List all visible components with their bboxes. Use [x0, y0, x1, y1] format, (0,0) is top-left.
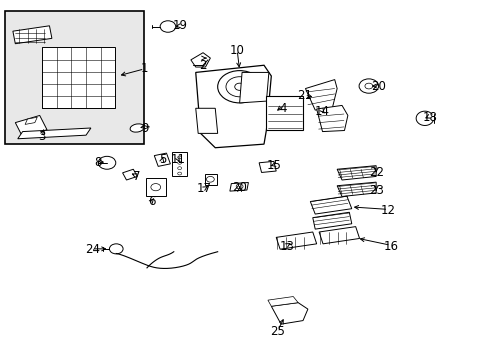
Polygon shape [259, 161, 276, 172]
Text: 23: 23 [368, 184, 383, 197]
Text: 4: 4 [279, 102, 286, 115]
Polygon shape [310, 196, 351, 214]
Bar [266, 96, 303, 130]
Circle shape [109, 244, 123, 254]
Circle shape [234, 83, 244, 90]
Polygon shape [312, 212, 351, 229]
Text: 17: 17 [197, 183, 212, 195]
Circle shape [177, 156, 181, 159]
Text: 3: 3 [39, 130, 46, 144]
Circle shape [177, 167, 181, 170]
Polygon shape [18, 128, 91, 139]
Circle shape [151, 184, 160, 191]
Bar [204, 174, 216, 185]
Text: 1: 1 [141, 62, 148, 75]
Text: 15: 15 [266, 159, 281, 172]
Polygon shape [319, 226, 359, 244]
Text: 25: 25 [270, 325, 285, 338]
Text: 20: 20 [232, 181, 246, 194]
Text: 9: 9 [141, 122, 148, 135]
Circle shape [364, 83, 372, 89]
Circle shape [358, 79, 378, 93]
Text: 14: 14 [314, 105, 329, 118]
Text: 6: 6 [148, 195, 155, 208]
Text: 20: 20 [370, 80, 385, 93]
Bar [42, 47, 115, 108]
Text: 2: 2 [199, 59, 206, 72]
Text: 11: 11 [170, 153, 185, 166]
Polygon shape [267, 297, 298, 306]
Text: 24: 24 [85, 243, 100, 256]
Circle shape [160, 21, 175, 32]
Polygon shape [276, 232, 316, 249]
Polygon shape [13, 26, 52, 44]
Circle shape [217, 71, 261, 103]
Polygon shape [271, 303, 307, 324]
Text: 16: 16 [383, 240, 397, 253]
Polygon shape [154, 153, 170, 166]
Text: 5: 5 [159, 153, 166, 166]
Polygon shape [190, 53, 210, 67]
Polygon shape [336, 182, 375, 197]
Polygon shape [239, 72, 268, 103]
Circle shape [225, 77, 253, 97]
Circle shape [177, 172, 181, 175]
Text: 10: 10 [229, 44, 244, 57]
Text: 22: 22 [368, 166, 383, 179]
Text: 19: 19 [172, 19, 187, 32]
Polygon shape [15, 116, 47, 137]
Text: 21: 21 [296, 89, 311, 102]
Polygon shape [229, 183, 248, 191]
Polygon shape [122, 169, 137, 180]
Ellipse shape [130, 124, 144, 132]
Bar [4, 12, 143, 144]
Text: 12: 12 [380, 204, 395, 217]
Text: 7: 7 [132, 170, 140, 183]
Text: 18: 18 [422, 111, 436, 124]
Polygon shape [195, 65, 271, 148]
Circle shape [98, 156, 116, 169]
Polygon shape [336, 166, 375, 180]
Text: 8: 8 [94, 156, 102, 168]
Bar [146, 178, 165, 196]
Polygon shape [305, 80, 336, 110]
Polygon shape [195, 108, 217, 134]
Text: 13: 13 [279, 240, 294, 253]
Polygon shape [316, 105, 347, 132]
Bar [172, 152, 186, 176]
Circle shape [236, 184, 243, 189]
Circle shape [177, 161, 181, 164]
Circle shape [206, 176, 214, 182]
Polygon shape [25, 117, 37, 125]
